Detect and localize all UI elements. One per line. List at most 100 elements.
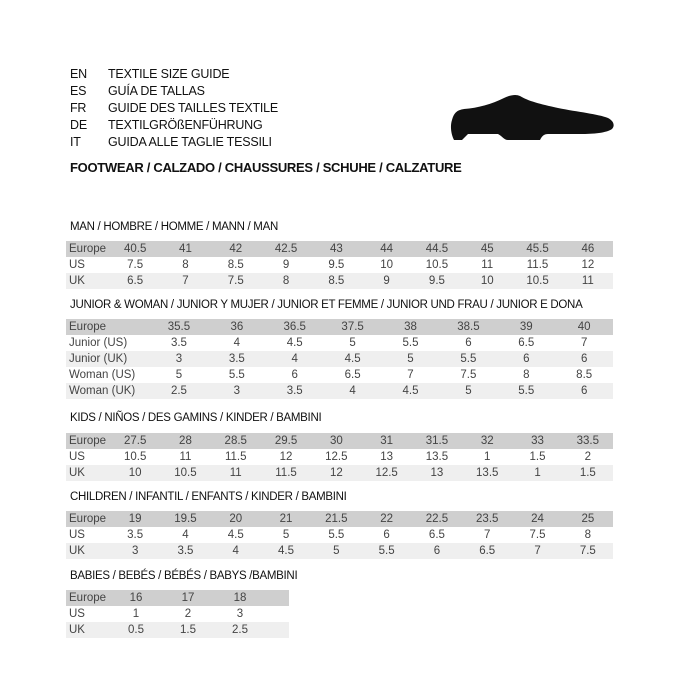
size-cell: 28.5 (224, 435, 247, 447)
language-title: GUIDA ALLE TAGLIE TESSILI (108, 135, 272, 149)
size-cell: 3.5 (177, 545, 194, 557)
size-cell: 38 (404, 321, 417, 333)
size-cell: 1.5 (579, 467, 596, 479)
size-cell: 4 (349, 385, 356, 397)
row-label: UK (69, 275, 85, 287)
size-cell: 17 (181, 592, 195, 604)
footwear-heading: FOOTWEAR / CALZADO / CHAUSSURES / SCHUHE… (70, 160, 462, 175)
size-cell: 5.5 (228, 369, 245, 381)
size-cell: 5 (175, 369, 183, 381)
size-cell: 6 (383, 529, 390, 541)
size-cell: 19.5 (174, 513, 197, 525)
size-cell: 43 (329, 243, 343, 255)
size-cell: 11.5 (224, 451, 247, 463)
row-label: Europe (69, 513, 107, 525)
table-row: Europe 19 19.5 20 21 21.5 22 22.5 23.5 24 25 (66, 511, 613, 527)
size-cell: 11 (179, 451, 192, 463)
size-cell: 1.5 (529, 451, 546, 463)
shoe-icon (450, 94, 614, 140)
row-label: Junior (US) (69, 337, 128, 349)
size-cell: 22 (380, 513, 394, 525)
size-cell: 8.5 (576, 369, 593, 381)
size-cell: 44 (380, 243, 394, 255)
table-row: US 1 2 3 (66, 606, 289, 622)
language-code: EN (70, 67, 87, 81)
size-cell: 8.5 (227, 259, 244, 271)
size-cell: 1.5 (180, 624, 196, 636)
table-row: Junior (US) 3.5 4 4.5 5 5.5 6 6.5 7 (66, 335, 614, 351)
size-cell: 9.5 (428, 275, 445, 287)
size-cell: 7.5 (529, 529, 546, 541)
table-row: Woman (US) 5 5.5 6 6.5 7 7.5 8 8.5 (66, 367, 614, 383)
size-cell: 42 (229, 243, 243, 255)
language-code: DE (70, 118, 87, 132)
size-cell: 25 (581, 513, 595, 525)
table-row: US 3.5 4 4.5 5 5.5 6 6.5 7 7.5 8 (66, 527, 613, 543)
size-cell: 6.5 (344, 369, 361, 381)
size-cell: 30 (329, 435, 343, 447)
size-cell: 27.5 (123, 435, 147, 447)
size-cell: 20 (229, 513, 243, 525)
size-cell: 3 (233, 385, 241, 397)
size-cell: 6 (580, 385, 588, 397)
size-cell: 21 (279, 513, 293, 525)
language-title: GUIDE DES TAILLES TEXTILE (108, 101, 279, 115)
size-cell: 10 (380, 259, 394, 271)
row-label: Europe (69, 592, 107, 604)
size-cell: 6.5 (479, 545, 496, 557)
size-cell: 8 (584, 529, 592, 541)
size-cell: 4 (182, 529, 189, 541)
size-cell: 33 (531, 435, 544, 447)
size-cell: 23.5 (476, 513, 499, 525)
row-label: Junior (UK) (69, 353, 128, 365)
size-cell: 2.5 (170, 385, 187, 397)
size-cell: 41 (179, 243, 192, 255)
section-title: MAN / HOMBRE / HOMME / MANN / MAN (70, 221, 278, 233)
size-cell: 12 (581, 259, 595, 271)
size-cell: 18 (233, 592, 247, 604)
size-table: Europe 40.5 41 42 42.5 43 44 44.5 45 45.5 46 US 7.5 8… (66, 241, 613, 289)
size-cell: 40 (577, 321, 591, 333)
language-line-it: IT GUIDA ALLE TAGLIE TESSILI (70, 134, 272, 151)
language-code: ES (70, 84, 87, 98)
section-title: KIDS / NIÑOS / DES GAMINS / KINDER / BAM… (70, 412, 322, 424)
size-cell: 3.5 (170, 337, 187, 349)
row-label: US (69, 529, 85, 541)
size-cell: 12 (279, 451, 293, 463)
size-cell: 11.5 (275, 467, 297, 479)
size-cell: 3 (131, 545, 139, 557)
size-cell: 11.5 (526, 259, 549, 271)
size-cell: 10.5 (123, 451, 147, 463)
table-row: UK 0.5 1.5 2.5 (66, 622, 289, 638)
size-table: Europe 16 17 18 US 1 2 3 UK 0.5 1.5 2.5 (66, 590, 289, 638)
size-cell: 3.5 (286, 385, 303, 397)
size-cell: 5.5 (460, 353, 477, 365)
size-cell: 3.5 (228, 353, 245, 365)
size-cell: 6.5 (518, 337, 535, 349)
size-cell: 8 (182, 259, 189, 271)
table-row: UK 6.5 7 7.5 8 8.5 9 9.5 10 10.5 11 (66, 273, 613, 289)
size-cell: 33.5 (576, 435, 600, 447)
size-cell: 11 (481, 259, 494, 271)
row-label: Woman (UK) (69, 385, 136, 397)
size-table: Europe 35.5 36 36.5 37.5 38 38.5 39 40 Junior (US… (66, 319, 614, 399)
size-cell: 2 (184, 608, 192, 620)
size-cell: 5 (407, 353, 414, 365)
size-cell: 9 (383, 275, 390, 287)
size-cell: 3.5 (127, 529, 144, 541)
row-label: Woman (US) (69, 369, 136, 381)
size-cell: 1 (534, 467, 541, 479)
size-cell: 8.5 (328, 275, 345, 287)
size-table: Europe 27.5 28 28.5 29.5 30 31 31.5 32 33 33.5 US 10… (66, 433, 613, 481)
table-row: Junior (UK) 3 3.5 4 4.5 5 5.5 6 6 (66, 351, 614, 367)
language-code: IT (70, 135, 81, 149)
size-cell: 10 (128, 467, 142, 479)
table-row: UK 10 10.5 11 11.5 12 12.5 13 13.5 1 1.5 (66, 465, 613, 481)
row-label: Europe (69, 435, 107, 447)
size-cell: 7 (580, 337, 588, 349)
size-cell: 7.5 (127, 259, 144, 271)
size-table: Europe 19 19.5 20 21 21.5 22 22.5 23.5 24 25 US 3.5 4… (66, 511, 613, 559)
size-cell: 12.5 (375, 467, 398, 479)
size-cell: 4.5 (344, 353, 361, 365)
size-cell: 36 (230, 321, 244, 333)
